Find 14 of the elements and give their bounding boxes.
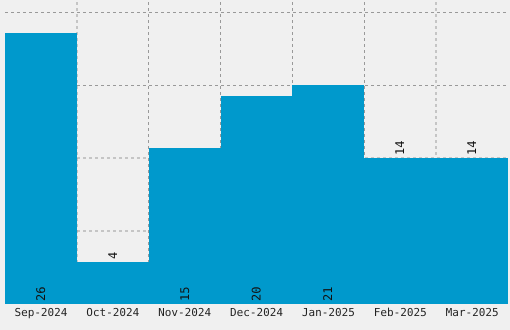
x-tick-label: Sep-2024 (14, 306, 68, 319)
data-label: 15 (178, 286, 192, 301)
data-label: 21 (321, 286, 335, 301)
x-tick-label: Oct-2024 (86, 306, 140, 319)
x-tick-label: Nov-2024 (158, 306, 212, 319)
x-tick-label: Dec-2024 (230, 306, 284, 319)
data-label: 20 (250, 286, 264, 301)
x-tick-label: Feb-2025 (374, 306, 427, 319)
x-tick-label: Jan-2025 (302, 306, 355, 319)
data-label: 4 (106, 252, 120, 259)
data-label: 26 (34, 286, 48, 301)
data-label: 14 (393, 140, 407, 155)
x-tick-label: Mar-2025 (446, 306, 499, 319)
data-label: 14 (465, 140, 479, 155)
